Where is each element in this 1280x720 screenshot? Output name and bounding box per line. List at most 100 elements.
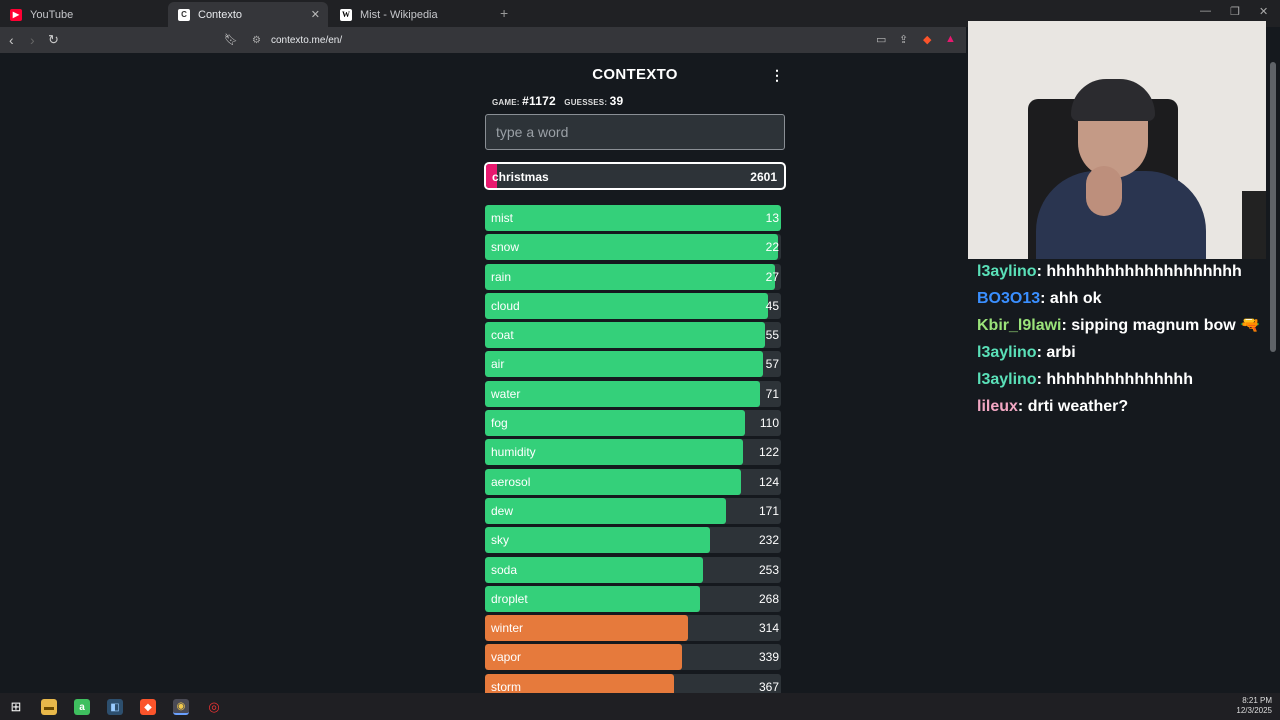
guess-word: aerosol xyxy=(491,474,531,489)
last-guess: christmas 2601 xyxy=(484,162,786,190)
guess-rank: 55 xyxy=(765,328,779,343)
windows-start-icon[interactable]: ⊞ xyxy=(10,699,22,714)
guess-row: mist 13 xyxy=(485,205,781,231)
chat-message: Kbir_l9lawi: sipping magnum bow 🔫 xyxy=(977,312,1262,339)
guess-word: sky xyxy=(491,533,509,548)
similarity-bar xyxy=(485,527,710,554)
guess-word: droplet xyxy=(491,591,528,606)
chrome-icon[interactable]: ◉ xyxy=(173,699,189,715)
guess-rank: 122 xyxy=(758,445,779,460)
guesses-label: GUESSES: xyxy=(564,98,608,107)
app-icon[interactable]: a xyxy=(74,699,90,715)
rewards-icon[interactable]: ▲ xyxy=(945,33,956,45)
cast-icon[interactable]: ▭ xyxy=(876,34,887,46)
tab-label: Contexto xyxy=(198,8,243,21)
guess-row: water 71 xyxy=(485,380,781,407)
word-input[interactable] xyxy=(485,114,785,150)
guess-row: dew 171 xyxy=(485,497,781,524)
similarity-bar xyxy=(485,205,781,231)
forward-icon[interactable]: › xyxy=(30,32,35,48)
similarity-bar xyxy=(485,468,742,495)
app-icon-2[interactable]: ◧ xyxy=(107,699,123,715)
chat-text: hhhhhhhhhhhhhhhhhhhh xyxy=(1046,263,1242,280)
brave-shield-icon[interactable]: ◆ xyxy=(923,34,932,46)
site-info-icon[interactable]: ⚙ xyxy=(252,34,261,46)
chat-separator: : xyxy=(1036,344,1047,361)
tab-label: Mist - Wikipedia xyxy=(360,8,438,21)
guess-row: snow 22 xyxy=(485,234,781,261)
similarity-bar xyxy=(485,351,764,378)
guess-rank: 27 xyxy=(765,269,779,284)
minimize-icon[interactable]: — xyxy=(1200,5,1211,17)
guess-word: humidity xyxy=(491,445,536,460)
guess-row: cloud 45 xyxy=(485,292,781,319)
chat-message: BO3O13: ahh ok xyxy=(977,285,1262,312)
chat-message: lileux: drti weather? xyxy=(977,393,1262,420)
guess-rank: 110 xyxy=(759,416,779,431)
last-guess-marker xyxy=(486,164,497,188)
chat-username: l3aylino xyxy=(977,344,1037,361)
guess-rank: 367 xyxy=(758,679,779,694)
last-guess-rank: 2601 xyxy=(750,170,777,184)
new-tab-icon[interactable]: + xyxy=(500,5,509,21)
tab-wikipedia[interactable]: W Mist - Wikipedia xyxy=(330,2,490,27)
similarity-bar xyxy=(485,615,688,642)
similarity-bar xyxy=(485,263,776,290)
similarity-bar xyxy=(485,322,765,349)
youtube-icon: ▶ xyxy=(10,8,22,21)
close-icon[interactable]: ✕ xyxy=(310,9,320,21)
reload-icon[interactable]: ↻ xyxy=(48,32,59,47)
similarity-bar xyxy=(485,292,768,319)
url-text: contexto.me/en/ xyxy=(270,34,343,46)
tab-youtube[interactable]: ▶ YouTube xyxy=(0,2,168,27)
chat-separator: : xyxy=(1036,263,1047,280)
back-icon[interactable]: ‹ xyxy=(9,32,14,48)
system-clock: 8:21 PM 12/3/2025 xyxy=(1236,696,1272,716)
guess-word: water xyxy=(491,386,521,401)
file-explorer-icon[interactable]: ▬ xyxy=(41,699,57,715)
chat-separator: : xyxy=(1040,290,1050,307)
chat-text: hhhhhhhhhhhhhhh xyxy=(1046,371,1193,388)
game-label: GAME: xyxy=(492,98,520,107)
guess-word: air xyxy=(491,357,505,372)
similarity-bar xyxy=(485,497,727,524)
restore-icon[interactable]: ❐ xyxy=(1230,6,1240,18)
guess-rank: 57 xyxy=(765,357,779,372)
guess-row: air 57 xyxy=(485,351,781,378)
scrollbar[interactable] xyxy=(1270,62,1276,352)
wikipedia-icon: W xyxy=(340,8,352,21)
similarity-bar xyxy=(485,439,743,466)
taskbar: ⊞ ▬ a ◧ ◆ ◉ ◎ 8:21 PM 12/3/2025 xyxy=(0,693,1280,720)
chat-username: Kbir_l9lawi xyxy=(977,317,1062,334)
contexto-page: CONTEXTO ⋮ GAME: #1172 GUESSES: 39 chris… xyxy=(0,53,966,700)
guess-word: dew xyxy=(491,503,514,518)
address-bar[interactable]: ⚙ contexto.me/en/ xyxy=(244,30,964,50)
guess-word: vapor xyxy=(491,650,522,665)
hand-shape xyxy=(1086,166,1122,216)
window-close-icon[interactable]: ✕ xyxy=(1259,6,1269,18)
chat-overlay: l3aylino: hhhhhhhhhhhhhhhhhhhh BO3O13: ah… xyxy=(977,258,1262,420)
bookmark-icon[interactable]: 🔖︎ xyxy=(224,34,238,46)
share-icon[interactable]: ⇪ xyxy=(899,34,909,46)
guess-rank: 45 xyxy=(765,298,779,313)
menu-dots-icon[interactable]: ⋮ xyxy=(770,67,784,83)
guess-row: rain 27 xyxy=(485,263,781,290)
browser-toolbar: ‹ › ↻ 🔖︎ ⚙ contexto.me/en/ ▭ ⇪ ◆ ▲ xyxy=(0,27,966,53)
chat-separator: : xyxy=(1061,317,1072,334)
page-title: CONTEXTO xyxy=(592,66,678,83)
guess-row: sky 232 xyxy=(485,527,781,554)
guess-word: fog xyxy=(491,416,508,431)
chat-username: l3aylino xyxy=(977,371,1037,388)
tab-contexto[interactable]: C Contexto ✕ xyxy=(168,2,328,27)
guess-rank: 171 xyxy=(758,503,779,518)
guess-rank: 22 xyxy=(765,240,779,255)
guess-rank: 71 xyxy=(765,386,779,401)
brave-icon[interactable]: ◆ xyxy=(140,699,156,715)
guess-rank: 253 xyxy=(758,562,779,577)
guess-list: mist 13 snow 22 rain 27 cloud 45 coat 55 air 57 wate… xyxy=(485,205,781,703)
guesses-count: 39 xyxy=(609,94,624,108)
guess-word: soda xyxy=(491,562,518,577)
guess-rank: 268 xyxy=(758,591,779,606)
obs-icon[interactable]: ◎ xyxy=(208,699,220,714)
chat-message: l3aylino: hhhhhhhhhhhhhhhhhhhh xyxy=(977,258,1262,285)
